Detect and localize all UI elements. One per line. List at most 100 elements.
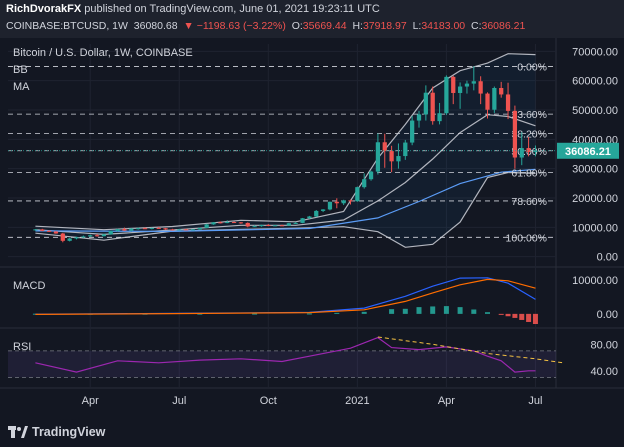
macd-histogram-bar xyxy=(416,307,422,314)
low-label: L: xyxy=(412,20,422,32)
macd-histogram-bar xyxy=(252,313,258,315)
candle-body xyxy=(464,83,470,87)
rsi-title[interactable]: RSI xyxy=(13,341,31,353)
macd-histogram-bar xyxy=(443,306,449,314)
macd-histogram-bar xyxy=(512,313,518,318)
candle-body xyxy=(211,222,216,225)
candle-body xyxy=(156,227,161,229)
candle-body xyxy=(416,114,422,121)
rsi-band-fill xyxy=(8,350,556,378)
macd-signal-line xyxy=(35,278,536,315)
price-tick-label: 10000.00 xyxy=(572,222,618,234)
candle-body xyxy=(512,110,518,158)
candle-body xyxy=(190,229,196,231)
candle-body xyxy=(293,222,298,224)
candle-body xyxy=(375,142,381,172)
ohlc-line: COINBASE:BTCUSD, 1W 36080.68 ▼ −1198.63 … xyxy=(6,20,525,32)
macd-histogram-bar xyxy=(519,313,525,320)
candle-body xyxy=(423,92,428,115)
high-value: 37918.97 xyxy=(362,20,407,32)
macd-histogram-bar xyxy=(430,306,436,314)
bb-band-fill xyxy=(35,53,536,248)
candle-body xyxy=(46,230,52,232)
candle-body xyxy=(136,228,141,230)
macd-histogram-bar xyxy=(505,313,511,317)
low-value: 34183.00 xyxy=(421,20,466,32)
candle-body xyxy=(252,226,257,228)
candle-body xyxy=(286,223,291,226)
fib-level-label: 23.60% xyxy=(511,109,547,121)
candle-body xyxy=(60,233,65,241)
fib-level-label: 0.00% xyxy=(517,62,547,74)
candle-body xyxy=(81,236,86,238)
candle-body xyxy=(430,92,435,122)
candle-body xyxy=(403,142,408,157)
candle-body xyxy=(67,238,72,241)
macd-tick-label: 10000.00 xyxy=(572,275,618,287)
price-pane: 0.00%23.60%38.20%50.00%61.80%78.60%100.0… xyxy=(8,53,556,248)
macd-histogram-bar xyxy=(197,313,203,315)
rsi-trendline xyxy=(377,336,563,364)
candle-body xyxy=(197,227,202,230)
candle-body xyxy=(245,222,250,227)
time-tick-label: Apr xyxy=(82,395,99,407)
candle-body xyxy=(320,209,326,211)
candle-body xyxy=(53,231,59,234)
candle-body xyxy=(115,229,120,231)
candle-body xyxy=(231,222,237,224)
candle-body xyxy=(396,156,401,162)
candle-body xyxy=(348,200,353,202)
candle-body xyxy=(314,210,319,217)
candle-body xyxy=(485,93,490,110)
candle-body xyxy=(341,200,346,204)
candle-body xyxy=(478,81,483,94)
macd-histogram-bar xyxy=(334,312,340,314)
time-tick-label: 2021 xyxy=(345,395,369,407)
candle-body xyxy=(225,222,230,224)
candle-body xyxy=(492,88,497,110)
price-change: ▼ −1198.63 (−3.22%) xyxy=(183,20,286,32)
candle-body xyxy=(142,228,148,230)
macd-histogram-bar xyxy=(361,311,367,314)
ma-indicator-label[interactable]: MA xyxy=(13,81,30,93)
price-tick-label: 30000.00 xyxy=(572,164,618,176)
symbol-label[interactable]: COINBASE:BTCUSD, 1W xyxy=(6,20,128,32)
candle-body xyxy=(355,187,360,202)
candle-body xyxy=(499,88,504,95)
price-tick-label: 20000.00 xyxy=(572,193,618,205)
candle-body xyxy=(410,120,415,143)
tradingview-logo-icon[interactable] xyxy=(8,426,28,440)
macd-histogram-bar xyxy=(498,313,504,315)
candle-body xyxy=(451,76,456,93)
last-price-label: 36086.21 xyxy=(565,146,611,158)
bb-indicator-label[interactable]: BB xyxy=(13,64,28,76)
macd-histogram-bar xyxy=(389,309,395,314)
candle-body xyxy=(334,201,339,204)
candle-body xyxy=(238,222,244,224)
rsi-pane xyxy=(8,336,563,378)
last-price-tag xyxy=(557,142,619,159)
candle-body xyxy=(129,228,134,231)
candle-body xyxy=(362,179,367,188)
macd-tick-label: 0.00 xyxy=(597,309,618,321)
chart-canvas[interactable]: 0.00%23.60%38.20%50.00%61.80%78.60%100.0… xyxy=(0,38,624,419)
candle-body xyxy=(279,225,285,227)
candle-body xyxy=(505,94,511,111)
time-tick-label: Oct xyxy=(260,395,277,407)
candle-body xyxy=(101,234,107,237)
chart-header: RichDvorakFX published on TradingView.co… xyxy=(0,0,624,38)
high-label: H: xyxy=(352,20,363,32)
macd-title[interactable]: MACD xyxy=(13,280,45,292)
open-label: O: xyxy=(291,20,303,32)
candle-body xyxy=(437,113,442,122)
candle-body xyxy=(526,148,531,152)
candle-body xyxy=(300,218,305,223)
candle-body xyxy=(40,229,45,231)
author-name[interactable]: RichDvorakFX xyxy=(6,3,82,15)
candle-body xyxy=(108,230,113,235)
fib-level-label: 100.00% xyxy=(506,232,547,244)
time-tick-label: Jul xyxy=(172,395,186,407)
tradingview-brand[interactable]: TradingView xyxy=(32,425,106,439)
candle-body xyxy=(273,225,278,227)
close-value: 36086.21 xyxy=(481,20,526,32)
